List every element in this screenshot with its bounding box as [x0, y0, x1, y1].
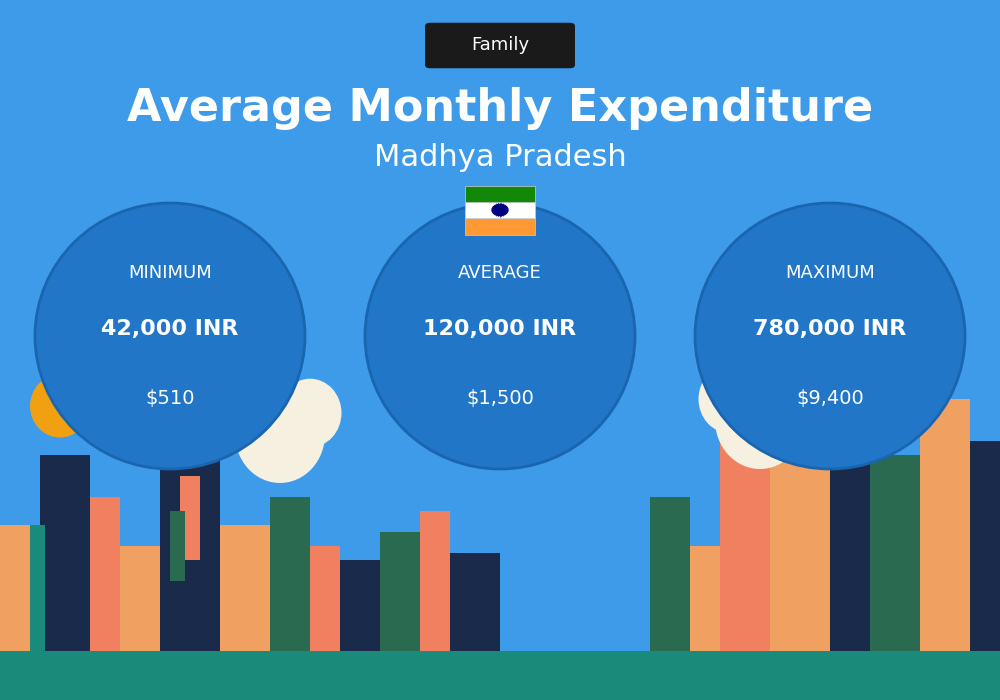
Ellipse shape: [695, 203, 965, 469]
Ellipse shape: [35, 203, 305, 469]
Bar: [380, 532, 420, 651]
Bar: [420, 511, 450, 651]
Text: Average Monthly Expenditure: Average Monthly Expenditure: [127, 87, 873, 130]
Ellipse shape: [218, 379, 282, 447]
Bar: [40, 455, 90, 651]
Bar: [970, 441, 1000, 651]
Bar: [920, 399, 970, 651]
Text: 120,000 INR: 120,000 INR: [423, 319, 577, 339]
Bar: [830, 427, 870, 651]
FancyBboxPatch shape: [425, 22, 575, 69]
Bar: [340, 560, 380, 651]
Text: $510: $510: [145, 389, 195, 409]
Ellipse shape: [715, 371, 805, 469]
Bar: [690, 546, 720, 651]
Bar: [30, 525, 45, 651]
Ellipse shape: [698, 365, 762, 433]
Bar: [870, 455, 920, 651]
Circle shape: [492, 204, 508, 216]
Bar: [650, 497, 690, 651]
Text: 780,000 INR: 780,000 INR: [753, 319, 907, 339]
Text: MAXIMUM: MAXIMUM: [785, 264, 875, 282]
Text: $1,500: $1,500: [466, 389, 534, 409]
Bar: [120, 546, 160, 651]
Bar: [180, 476, 200, 560]
Ellipse shape: [365, 203, 635, 469]
Bar: [270, 497, 310, 651]
Text: MINIMUM: MINIMUM: [128, 264, 212, 282]
Bar: [465, 202, 535, 218]
Ellipse shape: [235, 385, 325, 483]
Bar: [770, 385, 830, 651]
Ellipse shape: [759, 365, 822, 433]
Bar: [0, 525, 40, 651]
Bar: [170, 511, 185, 581]
Ellipse shape: [750, 374, 810, 438]
Bar: [220, 525, 270, 651]
Bar: [90, 497, 120, 651]
Text: 42,000 INR: 42,000 INR: [101, 319, 239, 339]
Bar: [465, 186, 535, 202]
Text: $9,400: $9,400: [796, 389, 864, 409]
Bar: [720, 427, 770, 651]
Text: AVERAGE: AVERAGE: [458, 264, 542, 282]
Bar: [465, 218, 535, 235]
Text: Family: Family: [471, 36, 529, 55]
Ellipse shape: [30, 374, 90, 438]
Bar: [0, 651, 1000, 700]
Bar: [450, 553, 500, 651]
Bar: [310, 546, 340, 651]
Bar: [160, 441, 220, 651]
Ellipse shape: [279, 379, 342, 447]
Text: Madhya Pradesh: Madhya Pradesh: [374, 143, 626, 172]
